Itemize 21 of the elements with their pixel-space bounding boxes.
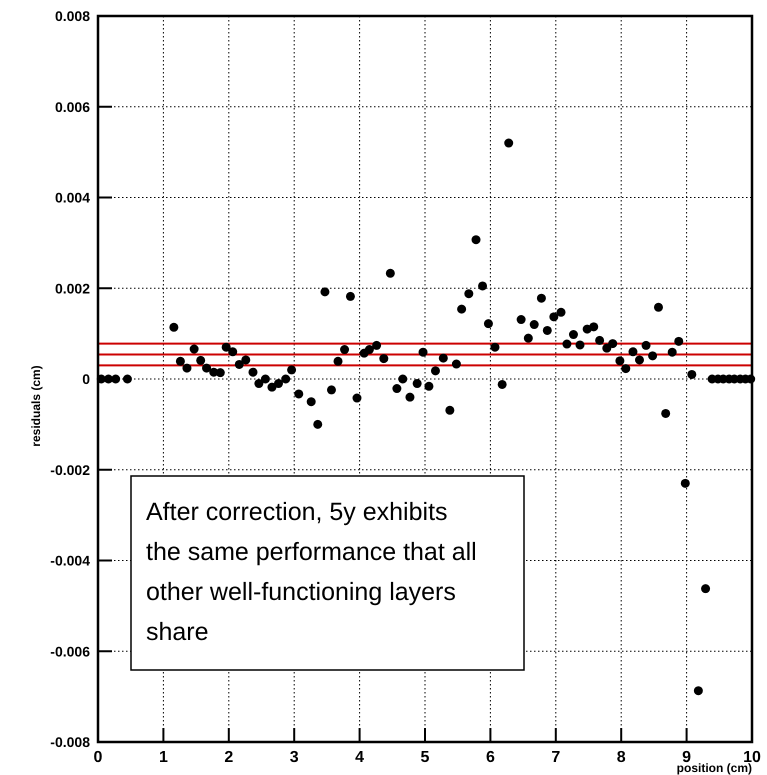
y-tick-label: -0.006 <box>50 643 90 660</box>
y-tick-label: 0 <box>82 371 90 387</box>
y-tick-label: 0.004 <box>54 190 90 206</box>
x-tick-label: 0 <box>94 749 103 766</box>
x-tick-label: 2 <box>224 749 234 766</box>
x-tick-label: 5 <box>420 749 430 766</box>
x-tick-label: 7 <box>551 749 560 766</box>
y-tick-label: 0.008 <box>54 8 90 24</box>
y-tick-label: -0.008 <box>50 734 90 750</box>
x-tick-label: 8 <box>616 749 626 766</box>
y-tick-label: -0.002 <box>50 462 90 478</box>
x-tick-label: 6 <box>486 749 495 766</box>
x-tick-label: 1 <box>158 749 168 766</box>
y-tick-label: -0.004 <box>50 552 90 568</box>
x-tick-label: 9 <box>682 749 692 766</box>
x-tick-label: 3 <box>290 749 299 766</box>
x-tick-label: 4 <box>355 749 364 766</box>
y-tick-label: 0.006 <box>54 98 90 115</box>
y-tick-label: 0.002 <box>54 280 90 296</box>
annotation: After correction, 5y exhibits the same performance that all other well-functioning layers share <box>146 498 477 646</box>
y-axis-title: residuals (cm) <box>29 365 43 447</box>
